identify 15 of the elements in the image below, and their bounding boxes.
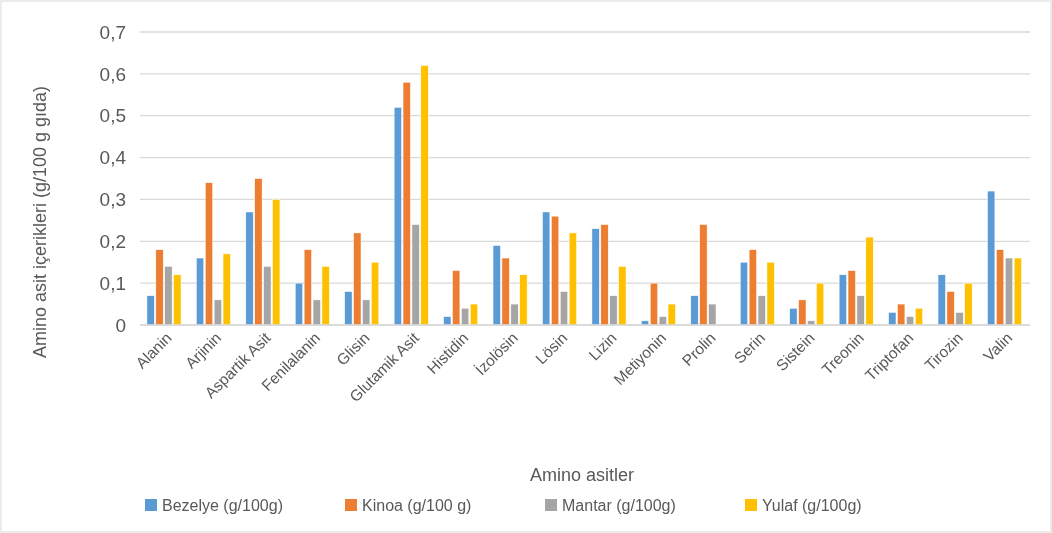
y-tick-label: 0,1 xyxy=(99,272,126,294)
y-tick-label: 0,6 xyxy=(99,63,126,85)
y-tick-label: 0,7 xyxy=(99,21,126,43)
legend-label: Kinoa (g/100 g) xyxy=(362,496,472,514)
legend-label: Yulaf (g/100g) xyxy=(762,496,862,514)
y-tick-label: 0,4 xyxy=(99,147,127,169)
y-tick-label: 0,3 xyxy=(99,189,126,211)
y-tick-label: 0 xyxy=(115,314,126,336)
legend-label: Mantar (g/100g) xyxy=(562,496,676,514)
x-tick-label: Valin xyxy=(979,329,1016,365)
y-axis-title: Amino asit içerikleri (g/100 g gıda) xyxy=(30,85,50,359)
y-tick-label: 0,2 xyxy=(99,230,126,252)
y-tick-label: 0,5 xyxy=(99,105,126,127)
x-axis-title: Amino asitler xyxy=(529,465,635,485)
legend-label: Bezelye (g/100g) xyxy=(162,496,283,514)
